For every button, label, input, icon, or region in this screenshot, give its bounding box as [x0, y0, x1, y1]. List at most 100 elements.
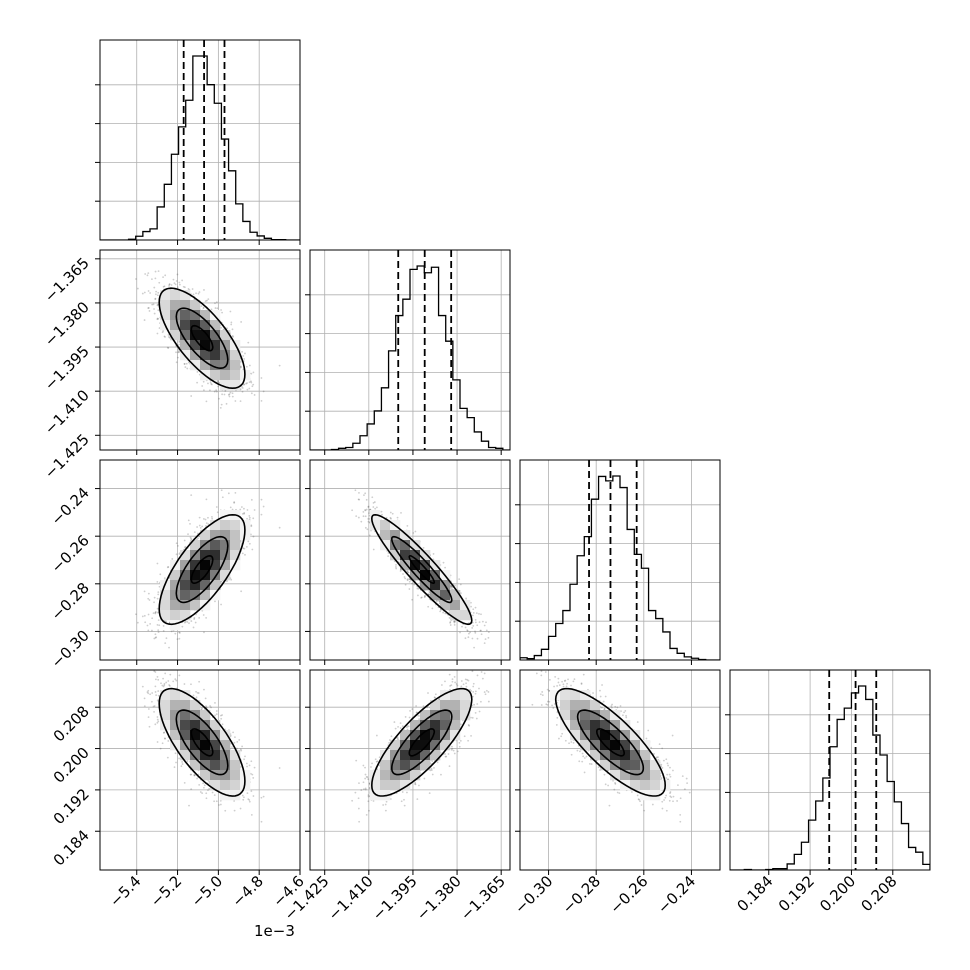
sample-point — [360, 520, 363, 523]
sample-point — [201, 525, 204, 528]
sample-point — [474, 606, 477, 609]
sample-point — [157, 619, 160, 622]
sample-point — [183, 363, 186, 365]
sample-point — [136, 287, 139, 290]
sample-point — [219, 406, 222, 409]
sample-point — [203, 518, 205, 520]
density-cell — [230, 520, 241, 531]
sample-point — [205, 400, 208, 403]
sample-point — [154, 298, 157, 301]
sample-point — [162, 276, 164, 279]
sample-point — [399, 570, 402, 572]
density-cell — [170, 290, 181, 301]
sample-point — [181, 279, 184, 282]
density-cell — [160, 310, 171, 321]
sample-point — [364, 492, 367, 495]
sample-point — [248, 381, 251, 384]
sample-point — [468, 632, 470, 635]
density-cell — [200, 550, 211, 561]
histogram-panel-0 — [95, 39, 301, 245]
sample-point — [201, 609, 204, 612]
sample-point — [162, 330, 165, 332]
sample-point — [220, 489, 223, 492]
sample-point — [151, 617, 154, 620]
sample-point — [136, 621, 139, 624]
sample-point — [406, 579, 409, 582]
sample-point — [215, 301, 218, 304]
sample-point — [475, 612, 478, 615]
sample-point — [404, 577, 407, 580]
sample-point — [241, 512, 244, 515]
sample-point — [146, 624, 149, 627]
sample-point — [453, 623, 456, 626]
sample-point — [248, 364, 251, 367]
sample-point — [368, 512, 370, 515]
sample-point — [202, 307, 205, 310]
sample-point — [239, 400, 242, 403]
sample-point — [147, 272, 150, 275]
density-cell — [210, 520, 221, 531]
sample-point — [239, 388, 242, 390]
sample-point — [216, 307, 219, 310]
density-cell — [230, 550, 241, 561]
density-shading — [160, 510, 251, 631]
density-cell — [180, 550, 191, 561]
sample-point — [474, 618, 477, 621]
sample-point — [218, 397, 220, 400]
sample-point — [157, 291, 160, 294]
sample-point — [231, 508, 234, 511]
sample-point — [278, 364, 281, 367]
sample-point — [203, 631, 205, 634]
sample-point — [411, 582, 413, 585]
sample-point — [156, 607, 159, 610]
density-cell — [230, 540, 241, 551]
sample-point — [469, 631, 471, 634]
sample-point — [167, 334, 170, 336]
sample-point — [149, 292, 152, 294]
sample-point — [147, 597, 150, 600]
sample-point — [193, 618, 196, 620]
sample-point — [178, 341, 181, 343]
sample-point — [232, 335, 235, 338]
sample-point — [190, 620, 193, 622]
density-cell — [230, 560, 241, 571]
sample-point — [243, 383, 245, 386]
sample-point — [461, 625, 463, 628]
density-cell — [230, 530, 241, 541]
sample-point — [176, 356, 179, 359]
density-cell — [210, 570, 221, 581]
sample-point — [156, 304, 159, 307]
sample-point — [454, 620, 457, 623]
sample-point — [225, 402, 228, 405]
sample-point — [198, 524, 201, 527]
density-cell — [230, 380, 241, 391]
sample-point — [485, 621, 487, 624]
sample-point — [357, 498, 360, 501]
sample-point — [178, 343, 181, 346]
sample-point — [487, 631, 490, 634]
sample-point — [151, 278, 153, 281]
sample-point — [472, 612, 475, 614]
sample-point — [374, 507, 377, 510]
density-cell — [220, 370, 231, 381]
sample-point — [157, 317, 160, 320]
sample-point — [239, 365, 242, 368]
sample-point — [162, 285, 165, 288]
sample-point — [220, 326, 223, 329]
sample-point — [158, 327, 161, 329]
sample-point — [230, 578, 233, 581]
histogram-step-line — [100, 55, 300, 240]
sample-point — [244, 352, 246, 355]
sample-point — [220, 580, 222, 583]
sample-point — [251, 548, 254, 551]
sample-point — [229, 391, 232, 394]
sample-point — [380, 510, 383, 513]
sample-point — [454, 584, 456, 587]
sample-point — [171, 558, 174, 560]
sample-point — [187, 533, 189, 536]
sample-point — [151, 629, 153, 632]
sample-point — [478, 621, 481, 624]
sample-point — [240, 506, 243, 508]
sample-point — [198, 617, 201, 619]
sample-point — [143, 319, 146, 321]
